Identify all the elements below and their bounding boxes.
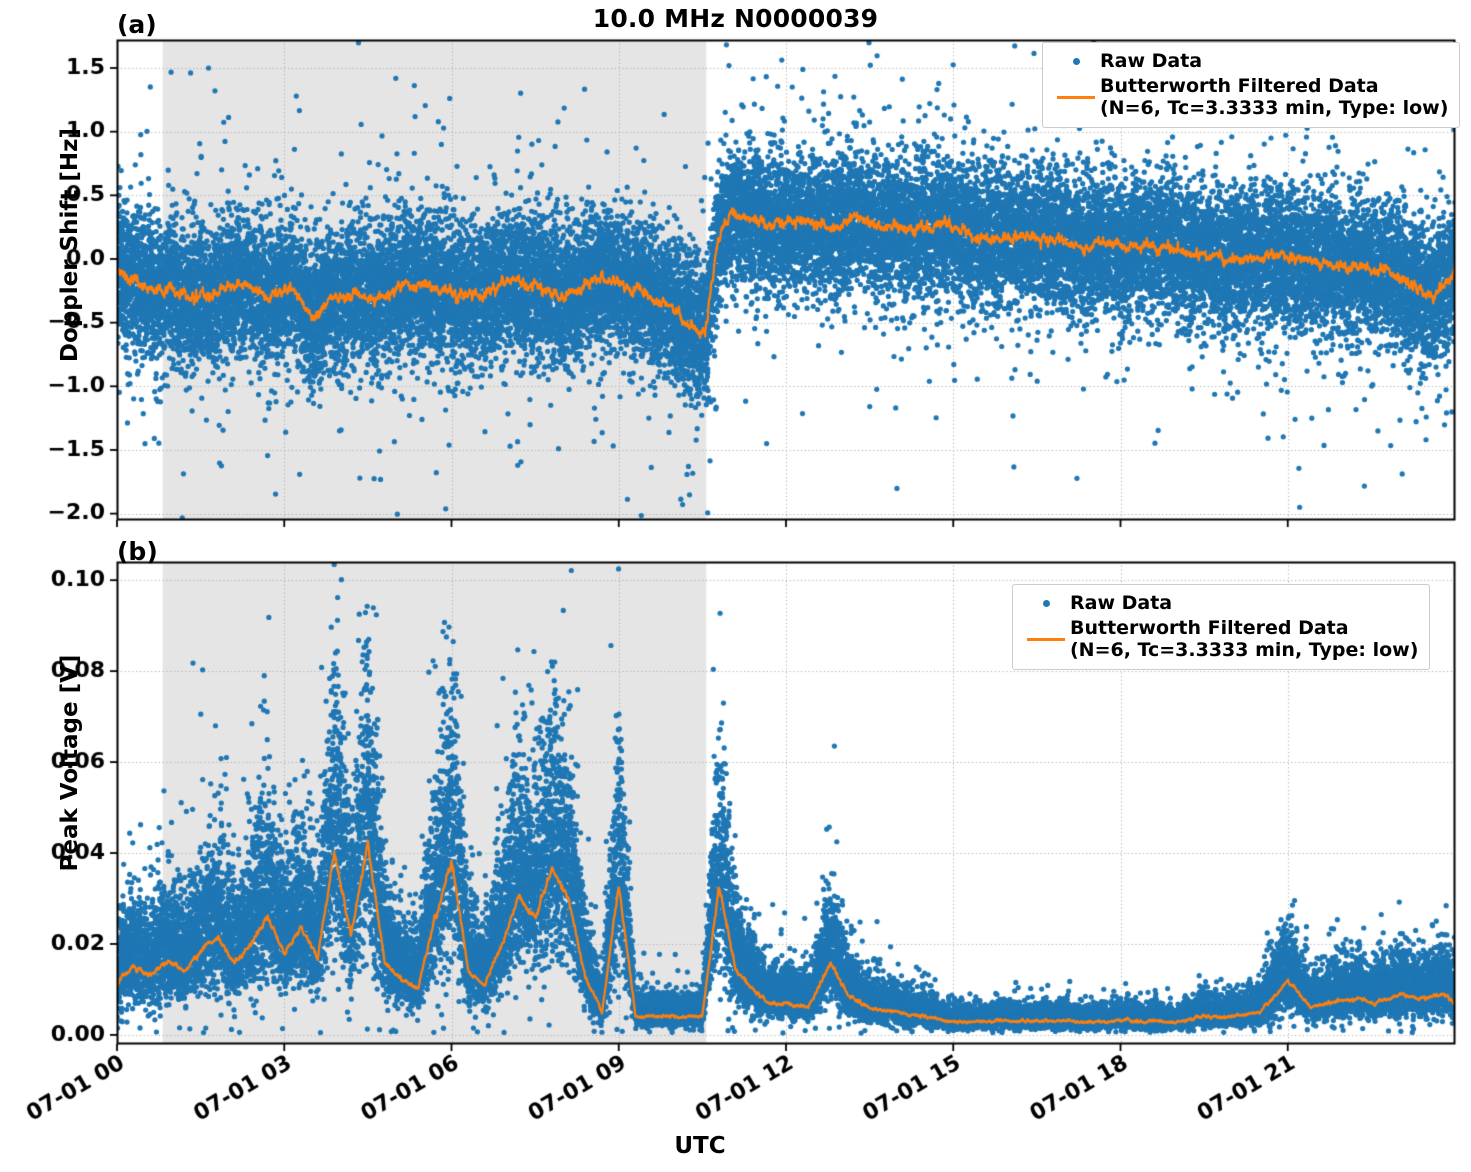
panel-a-y-axis-label: Doppler Shift [Hz]	[57, 127, 83, 363]
solid-line-icon	[1022, 637, 1070, 641]
figure-title: 10.0 MHz N0000039	[592, 4, 879, 33]
panel-a-tag: (a)	[117, 10, 157, 39]
legend-entry-raw-data: Raw Data	[1052, 50, 1448, 72]
legend-label-filtered-data: Butterworth Filtered Data (N=6, Tc=3.333…	[1070, 617, 1419, 662]
scatter-dot-icon	[1052, 57, 1100, 65]
x-axis-label: UTC	[674, 1133, 726, 1159]
legend-entry-filtered-data: Butterworth Filtered Data (N=6, Tc=3.333…	[1022, 617, 1418, 661]
legend-label-raw-data: Raw Data	[1100, 50, 1203, 72]
panel-b-y-axis-label: Peak Voltage [V]	[57, 654, 83, 872]
scatter-dot-icon	[1022, 599, 1070, 607]
legend-entry-raw-data: Raw Data	[1022, 592, 1418, 614]
panel-b-legend: Raw Data Butterworth Filtered Data (N=6,…	[1012, 584, 1431, 671]
solid-line-icon	[1052, 95, 1100, 99]
legend-label-filtered-data: Butterworth Filtered Data (N=6, Tc=3.333…	[1100, 75, 1449, 120]
panel-b-tag: (b)	[117, 537, 158, 566]
legend-entry-filtered-data: Butterworth Filtered Data (N=6, Tc=3.333…	[1052, 75, 1448, 119]
panel-a-legend: Raw Data Butterworth Filtered Data (N=6,…	[1042, 42, 1461, 129]
legend-label-raw-data: Raw Data	[1070, 592, 1173, 614]
